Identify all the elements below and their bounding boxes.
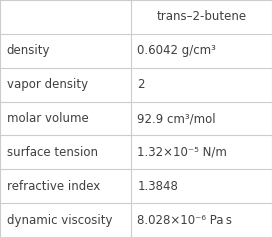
Text: surface tension: surface tension [7,146,98,159]
Text: 0.6042 g/cm³: 0.6042 g/cm³ [137,44,216,57]
Text: 2: 2 [137,78,145,91]
Text: 8.028×10⁻⁶ Pa s: 8.028×10⁻⁶ Pa s [137,214,232,227]
Text: refractive index: refractive index [7,180,100,193]
Text: dynamic viscosity: dynamic viscosity [7,214,112,227]
Text: vapor density: vapor density [7,78,88,91]
Text: 92.9 cm³/mol: 92.9 cm³/mol [137,112,216,125]
Text: trans–2-butene: trans–2-butene [156,10,246,23]
Text: 1.3848: 1.3848 [137,180,178,193]
Text: density: density [7,44,50,57]
Text: molar volume: molar volume [7,112,89,125]
Text: 1.32×10⁻⁵ N/m: 1.32×10⁻⁵ N/m [137,146,227,159]
